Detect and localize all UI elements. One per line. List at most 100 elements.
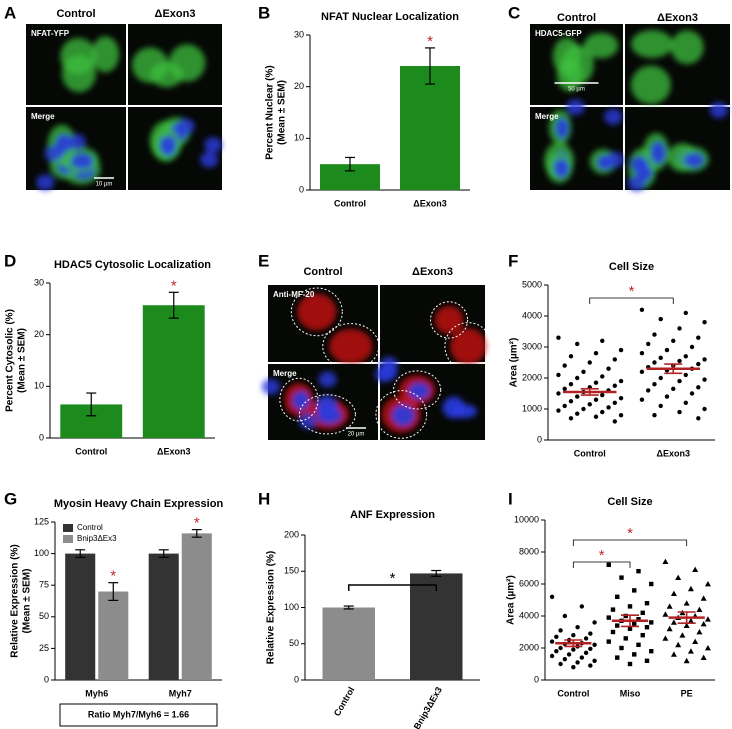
column-header: Control	[303, 266, 342, 278]
y-tick-label: 3000	[522, 341, 542, 351]
point	[639, 351, 645, 356]
point	[675, 574, 682, 580]
x-tick-label: Miso	[620, 688, 641, 698]
significance-bracket	[572, 539, 688, 546]
bar	[142, 305, 205, 438]
y-tick-label: 75	[39, 580, 49, 590]
point	[579, 655, 585, 660]
bar	[181, 533, 212, 680]
point	[677, 409, 682, 415]
point	[639, 397, 645, 402]
point	[702, 320, 707, 325]
panel-letter: E	[258, 251, 269, 270]
point	[662, 558, 669, 564]
y-tick-label: 0	[299, 184, 304, 194]
cell-outline	[393, 370, 442, 410]
legend-swatch	[63, 524, 73, 532]
x-tick-label: Myh6	[85, 688, 108, 698]
point	[612, 357, 617, 362]
point	[677, 326, 682, 331]
y-tick-label: 10	[294, 133, 304, 143]
point	[600, 392, 605, 398]
point	[619, 575, 624, 580]
point	[649, 649, 654, 654]
point	[704, 581, 711, 587]
panel-letter: B	[258, 3, 270, 22]
cell-outline	[375, 390, 428, 439]
y-tick-label: 4000	[519, 610, 539, 620]
point	[658, 355, 663, 361]
point	[632, 652, 637, 657]
point	[696, 385, 701, 390]
point	[615, 594, 620, 599]
y-tick-label: 1000	[522, 403, 542, 413]
point	[610, 607, 616, 612]
nucleus	[627, 175, 646, 192]
nucleus	[318, 371, 337, 388]
point	[562, 657, 568, 662]
nucleus	[605, 151, 624, 168]
error-bar	[168, 291, 179, 319]
point	[575, 625, 580, 630]
panel-letter: D	[4, 251, 16, 270]
point	[583, 636, 589, 641]
cell	[552, 37, 581, 75]
nucleus	[292, 390, 310, 411]
scale-bar-label: 20 µm	[348, 432, 365, 438]
error-bar	[86, 392, 97, 417]
point	[618, 395, 624, 401]
point	[671, 386, 676, 392]
y-axis-label: (Mean ± SEM)	[17, 328, 28, 393]
cells	[374, 356, 478, 433]
point	[644, 658, 650, 663]
point	[568, 382, 574, 387]
y-tick-label: 0	[537, 434, 542, 444]
cell	[670, 30, 704, 65]
point	[627, 604, 633, 609]
point	[606, 562, 611, 567]
micrograph	[268, 285, 380, 370]
cells	[552, 32, 619, 92]
point	[568, 399, 574, 404]
point	[658, 375, 663, 381]
bar	[98, 591, 129, 680]
error-bar	[158, 549, 169, 558]
cells	[60, 36, 120, 93]
point	[636, 569, 641, 574]
point	[600, 409, 605, 415]
point	[571, 647, 576, 652]
point	[687, 617, 694, 624]
nucleus	[566, 99, 585, 116]
cells	[627, 102, 728, 192]
y-axis-label: (Mean ± SEM)	[22, 569, 33, 634]
point	[683, 372, 688, 378]
x-tick-label: ΔExon3	[157, 446, 190, 456]
y-tick-label: 6000	[519, 578, 539, 588]
cells	[544, 99, 624, 184]
point	[683, 600, 690, 606]
y-tick-label: 2000	[519, 642, 539, 652]
nucleus	[298, 413, 317, 430]
significance-bracket	[572, 561, 631, 568]
point	[549, 639, 555, 644]
cell	[91, 36, 120, 73]
point	[556, 372, 561, 378]
point	[623, 636, 628, 641]
cells	[131, 44, 206, 88]
nucleus	[650, 141, 666, 165]
chart-title: NFAT Nuclear Localization	[321, 11, 459, 23]
cells	[261, 371, 349, 430]
significance-star: *	[171, 277, 177, 294]
point	[696, 629, 703, 635]
point	[662, 635, 669, 641]
y-tick-label: 125	[34, 516, 49, 526]
micrograph	[261, 364, 378, 440]
point	[700, 654, 707, 660]
point	[627, 626, 633, 631]
x-tick-label: Control	[75, 446, 107, 456]
nucleus	[316, 395, 338, 417]
bar	[148, 553, 179, 680]
point	[588, 646, 593, 651]
point	[581, 406, 586, 412]
